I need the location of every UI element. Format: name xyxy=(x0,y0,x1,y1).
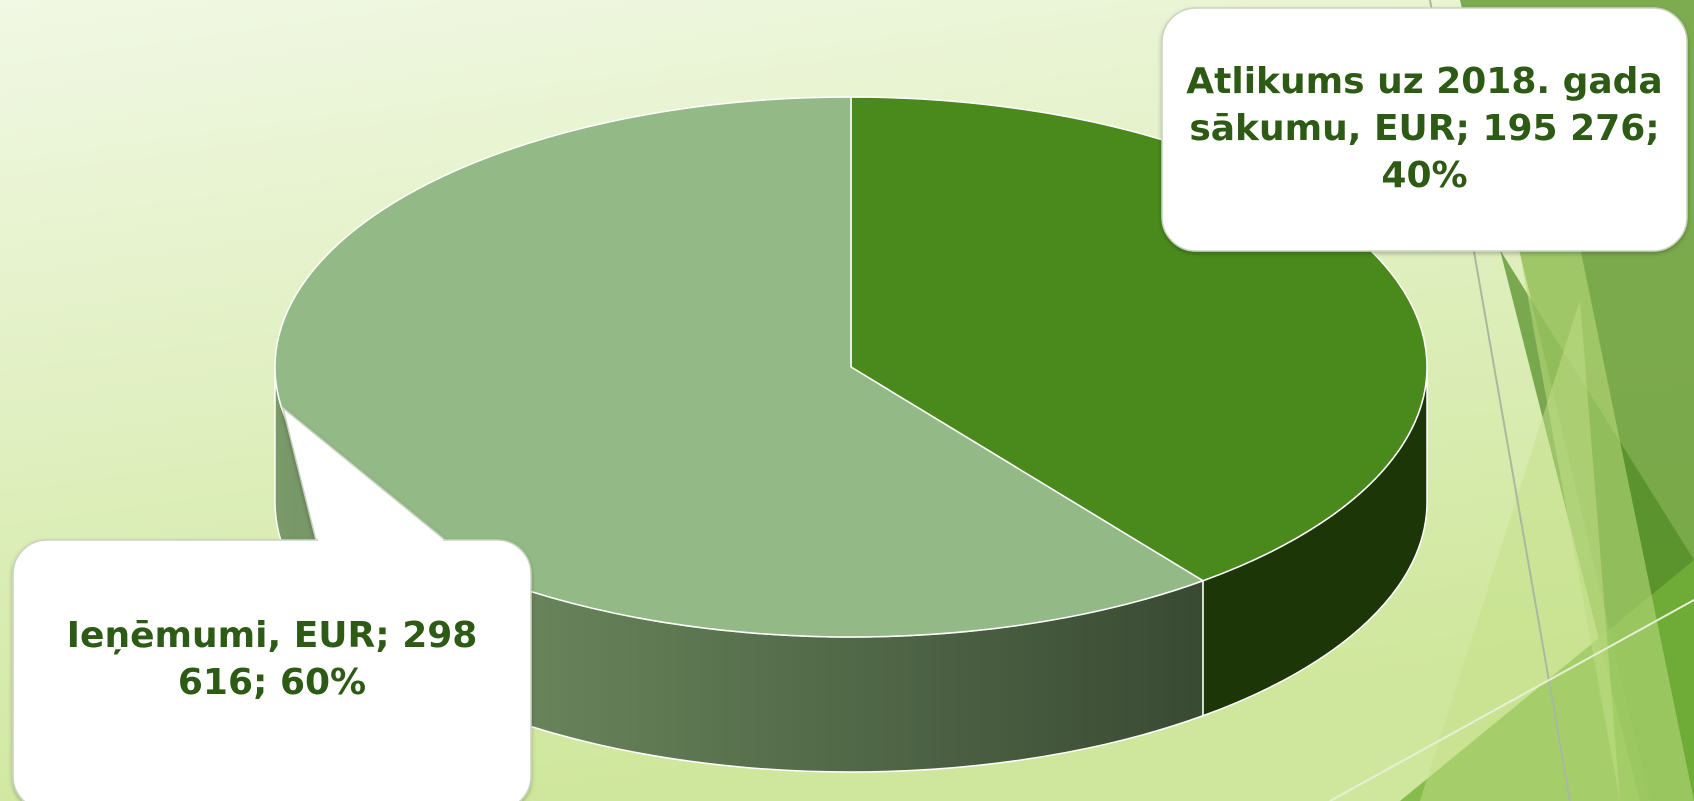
data-label: Atlikums uz 2018. gada sākumu, EUR; 195 … xyxy=(1186,61,1663,196)
callout-text-area: Ieņēmumi, EUR; 298 616; 60% xyxy=(66,615,478,703)
callout-joint xyxy=(318,539,443,543)
callout-text-area: Atlikums uz 2018. gada sākumu, EUR; 195 … xyxy=(1186,61,1663,196)
callout xyxy=(1161,7,1688,252)
data-label: Ieņēmumi, EUR; 298 616; 60% xyxy=(66,615,478,703)
callout xyxy=(12,405,532,801)
callout-box xyxy=(1161,7,1688,252)
callout-box xyxy=(12,539,532,801)
callouts: Atlikums uz 2018. gada sākumu, EUR; 195 … xyxy=(12,7,1688,801)
